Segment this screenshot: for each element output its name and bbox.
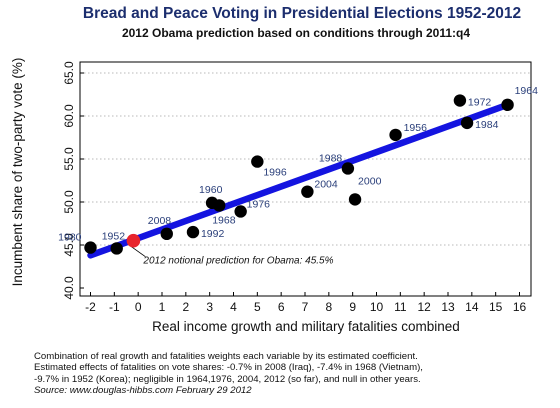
x-tick-label: 13 bbox=[441, 300, 455, 314]
x-tick-label: 6 bbox=[278, 300, 285, 314]
data-point bbox=[160, 227, 173, 241]
data-points: 1980 1952 2008 1992 1960 1968 1976 1996 2004 1988… bbox=[58, 85, 538, 255]
point-label: 1976 bbox=[247, 198, 271, 210]
x-tick-label: -1 bbox=[109, 300, 120, 314]
chart-title: Bread and Peace Voting in Presidential E… bbox=[83, 5, 521, 22]
x-tick-label: 2 bbox=[182, 300, 189, 314]
data-point bbox=[186, 225, 200, 239]
data-point bbox=[234, 205, 247, 218]
prediction-leader-line bbox=[131, 246, 146, 258]
footnote-source: Source: www.douglas-hibbs.com February 2… bbox=[34, 385, 252, 397]
data-point bbox=[251, 155, 264, 168]
data-point bbox=[341, 162, 355, 175]
x-tick-label: -2 bbox=[85, 300, 96, 314]
data-point bbox=[110, 242, 123, 255]
data-point bbox=[84, 241, 97, 254]
point-label: 1960 bbox=[199, 184, 223, 196]
fit-line bbox=[87, 100, 514, 259]
point-label: 1996 bbox=[263, 167, 287, 179]
data-point bbox=[389, 128, 402, 142]
point-label: 1968 bbox=[212, 214, 236, 226]
point-label: 2008 bbox=[148, 215, 172, 227]
data-point bbox=[301, 185, 314, 198]
x-tick-label: 5 bbox=[254, 300, 261, 314]
prediction-annotation: 2012 notional prediction for Obama: 45.5… bbox=[142, 256, 333, 267]
x-tick-label: 3 bbox=[206, 300, 213, 314]
y-tick-label: 45.0 bbox=[62, 233, 76, 257]
point-label: 1956 bbox=[404, 122, 428, 134]
y-tick-label: 60.0 bbox=[62, 104, 76, 128]
point-label: 1984 bbox=[475, 119, 499, 131]
prediction-layer: 2012 notional prediction for Obama: 45.5… bbox=[126, 233, 334, 267]
x-tick-label: 16 bbox=[513, 300, 527, 314]
x-tick-label: 11 bbox=[394, 300, 407, 314]
point-label: 1972 bbox=[468, 97, 492, 109]
point-label: 1952 bbox=[102, 230, 126, 242]
fit-line-layer bbox=[87, 100, 514, 259]
y-tick-label: 40.0 bbox=[62, 276, 76, 300]
x-tick-label: 10 bbox=[370, 300, 384, 314]
footnote-line-3: -9.7% in 1952 (Korea); negligible in 196… bbox=[34, 373, 421, 385]
point-label: 1992 bbox=[201, 228, 225, 240]
y-tick-label: 55.0 bbox=[62, 147, 76, 171]
x-tick-label: 8 bbox=[325, 300, 332, 314]
x-tick-label: 12 bbox=[417, 300, 431, 314]
x-tick-label: 7 bbox=[302, 300, 309, 314]
axis-ticks: -2 -1 0 1 2 3 4 5 6 7 8 9 10 11 12 13 14 15 1640.045.050.0… bbox=[62, 61, 526, 314]
point-label: 1964 bbox=[515, 85, 539, 97]
x-tick-label: 14 bbox=[465, 300, 479, 314]
y-tick-label: 65.0 bbox=[62, 61, 76, 85]
data-point bbox=[501, 98, 514, 112]
point-label: 2000 bbox=[358, 175, 382, 187]
x-tick-label: 1 bbox=[159, 300, 166, 314]
x-tick-label: 9 bbox=[349, 300, 356, 314]
footnote: Combination of real growth and fatalitie… bbox=[34, 351, 554, 397]
x-tick-label: 0 bbox=[135, 300, 142, 314]
point-label: 1988 bbox=[319, 152, 343, 164]
data-point bbox=[213, 199, 226, 212]
chart: Bread and Peace Voting in Presidential E… bbox=[10, 5, 538, 334]
gridlines bbox=[80, 72, 531, 246]
point-label: 1980 bbox=[58, 232, 82, 244]
prediction-point bbox=[126, 233, 141, 248]
data-point bbox=[348, 193, 362, 206]
x-tick-label: 4 bbox=[230, 300, 237, 314]
x-tick-label: 15 bbox=[489, 300, 503, 314]
point-label: 2004 bbox=[314, 179, 338, 191]
footnote-line-2: Estimated effects of fatalities on vote … bbox=[34, 362, 423, 374]
y-tick-label: 50.0 bbox=[62, 190, 76, 214]
y-axis-label: Incumbent share of two-party vote (%) bbox=[10, 58, 25, 287]
x-axis-label: Real income growth and military fataliti… bbox=[152, 319, 460, 334]
data-point bbox=[453, 94, 467, 107]
chart-subtitle: 2012 Obama prediction based on condition… bbox=[122, 26, 470, 40]
data-point bbox=[460, 116, 474, 130]
footnote-line-1: Combination of real growth and fatalitie… bbox=[34, 351, 418, 362]
